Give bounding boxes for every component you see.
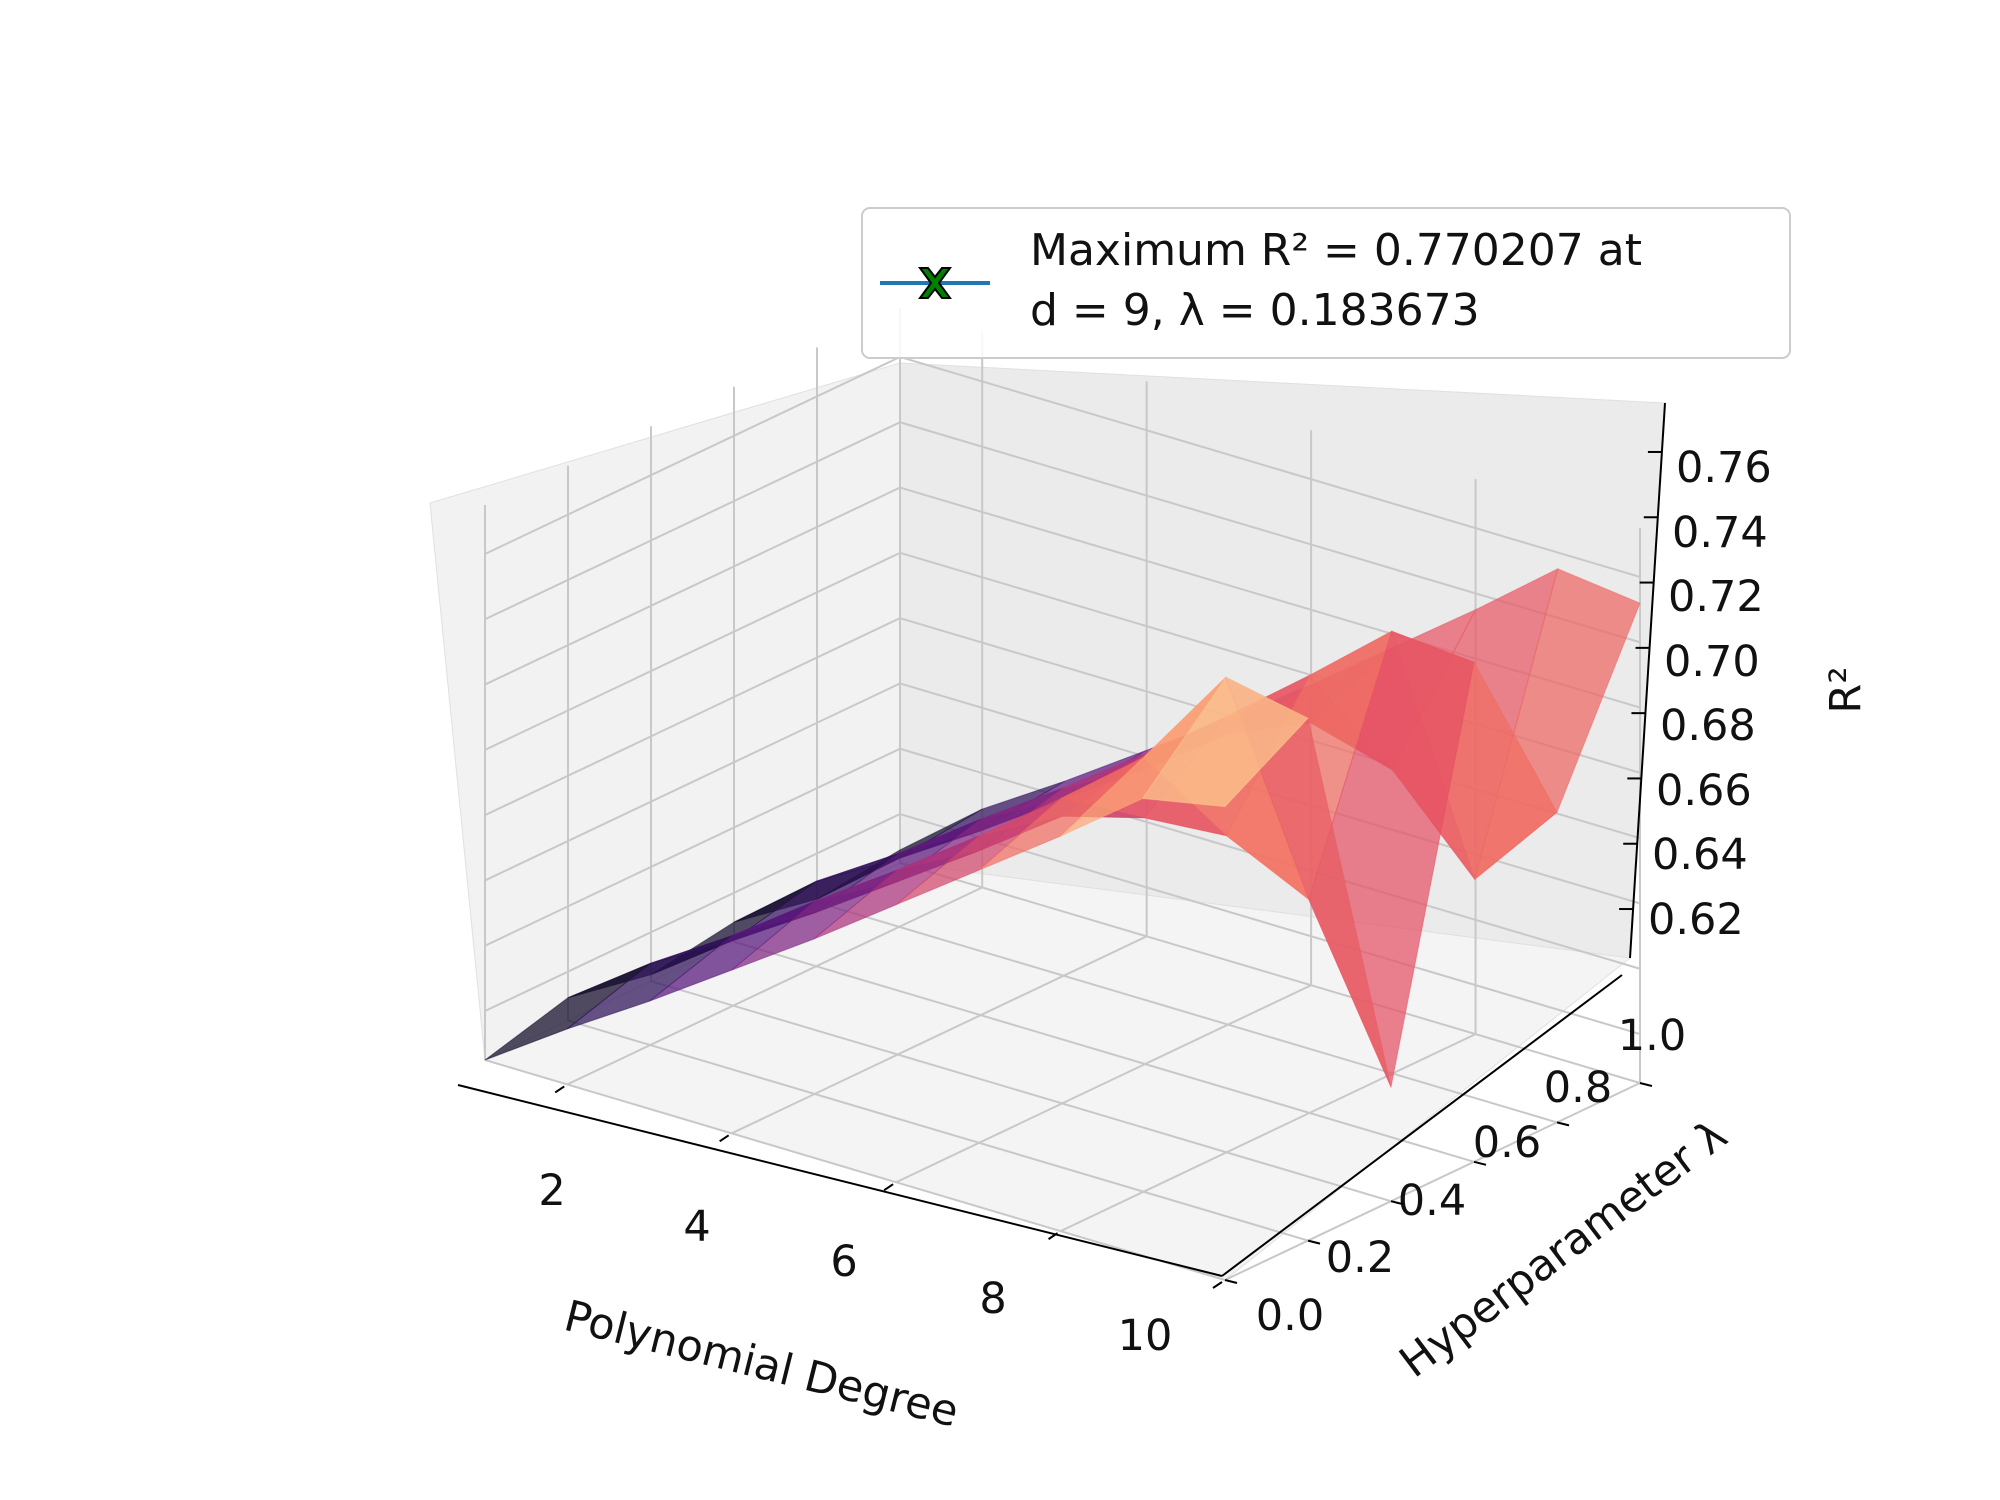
x-tick-labels: 2 4 6 8 10 [538, 1166, 1172, 1361]
legend: Maximum R² = 0.770207 at d = 9, λ = 0.18… [861, 207, 1791, 359]
z-axis-title: R² [1821, 666, 1871, 713]
legend-box [861, 207, 1791, 359]
y-tick-labels: 0.0 0.2 0.4 0.6 0.8 1.0 [1256, 1011, 1686, 1341]
legend-entry-line2: d = 9, λ = 0.183673 [1030, 285, 1480, 336]
floor-grid-line [816, 901, 1558, 1124]
tick-marks [554, 450, 1662, 1289]
y-tick-label: 1.0 [1618, 1011, 1686, 1061]
floor-grid-line [731, 935, 1148, 1135]
x-tick-label: 10 [1118, 1311, 1173, 1361]
z-axis-line [1629, 402, 1666, 959]
x-tick-mark [883, 1183, 894, 1192]
floor-grid-line [567, 1019, 1309, 1242]
left-grid-line [484, 747, 901, 947]
legend-entry-line1: Maximum R² = 0.770207 at [1030, 225, 1642, 276]
floor-grid-line [895, 984, 1312, 1184]
axis-lines [457, 402, 1666, 1277]
z-tick-label: 0.70 [1664, 637, 1760, 687]
y-tick-mark [1639, 1082, 1653, 1087]
y-tick-label: 0.4 [1398, 1176, 1466, 1226]
z-tick-label: 0.72 [1668, 572, 1764, 622]
x-tick-mark [554, 1085, 565, 1094]
y-tick-mark [1473, 1160, 1487, 1166]
floor-grid-line [1224, 1082, 1641, 1281]
left-grid-line [484, 682, 901, 882]
z-tick-label: 0.64 [1652, 830, 1748, 880]
left-grid-line [484, 486, 901, 686]
y-tick-mark [1556, 1121, 1570, 1127]
left-grid-line [484, 356, 901, 555]
surface-patch [1141, 676, 1309, 808]
y-tick-label: 0.2 [1326, 1233, 1394, 1283]
left-grid-line [484, 421, 901, 621]
surface [484, 567, 1641, 1089]
z-tick-label: 0.68 [1660, 701, 1756, 751]
floor-grid-line [650, 980, 1392, 1203]
floor-grid-line [1060, 1033, 1476, 1233]
y-tick-mark [1307, 1239, 1321, 1245]
x-axis-line [457, 1084, 1223, 1277]
y-tick-label: 0.6 [1473, 1118, 1541, 1168]
left-grid-line [484, 617, 901, 817]
x-tick-mark [1048, 1232, 1059, 1240]
left-grid-line [484, 813, 901, 1012]
grid-lines [484, 308, 1641, 1281]
legend-x-marker-icon [918, 267, 952, 299]
back-grid-line [899, 356, 1641, 578]
x-tick-label: 2 [538, 1166, 565, 1216]
y-tick-label: 0.0 [1256, 1291, 1324, 1341]
y-tick-label: 0.8 [1544, 1063, 1612, 1113]
y-tick-mark [1224, 1279, 1238, 1284]
x-axis-title: Polynomial Degree [559, 1291, 963, 1437]
z-tick-label: 0.66 [1656, 766, 1752, 816]
x-tick-mark [719, 1134, 730, 1143]
floor-grid-line [733, 940, 1475, 1163]
z-tick-labels: 0.62 0.64 0.66 0.68 0.70 0.72 0.74 0.76 [1648, 443, 1772, 945]
x-tick-label: 8 [979, 1274, 1006, 1324]
left-grid-line [484, 551, 901, 751]
y-axis-line [1221, 974, 1623, 1277]
z-tick-label: 0.76 [1676, 443, 1772, 493]
floor-grid-line [484, 1059, 1226, 1281]
y-tick-mark [1390, 1200, 1404, 1206]
floor-grid-line [566, 886, 983, 1086]
z-tick-label: 0.74 [1672, 508, 1768, 558]
z-tick-label: 0.62 [1648, 895, 1744, 945]
floor-grid-line [899, 862, 1641, 1084]
x-tick-label: 4 [683, 1202, 710, 1252]
x-tick-mark [1212, 1281, 1223, 1289]
x-tick-label: 6 [830, 1237, 857, 1287]
